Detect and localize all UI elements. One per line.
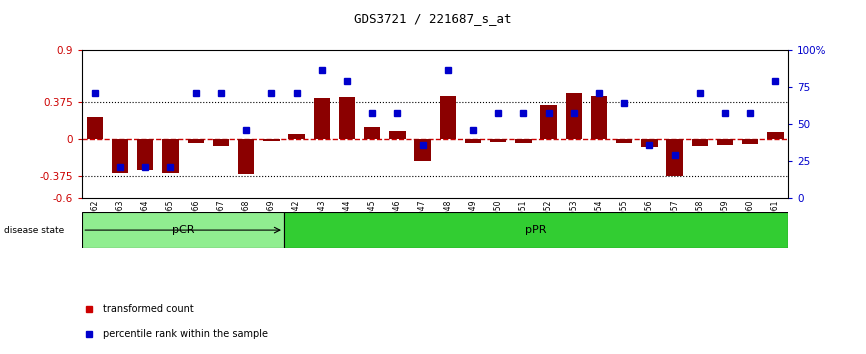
Bar [389,131,405,139]
Bar [112,139,128,173]
Bar [742,139,759,144]
Bar [717,139,734,145]
Bar [263,139,280,141]
Bar [591,96,607,139]
Text: pCR: pCR [171,225,194,235]
Bar [82,212,284,248]
Bar [414,139,430,161]
Bar [440,96,456,139]
Bar [284,212,788,248]
Text: GDS3721 / 221687_s_at: GDS3721 / 221687_s_at [354,12,512,25]
Bar [490,139,507,142]
Bar [213,139,229,146]
Bar [540,105,557,139]
Bar [616,139,632,143]
Bar [137,139,153,171]
Bar [465,139,481,143]
Text: disease state: disease state [4,225,65,235]
Text: transformed count: transformed count [103,304,194,314]
Bar [238,139,255,175]
Bar [188,139,204,143]
Bar [565,93,582,139]
Bar [667,139,682,176]
Bar [364,127,380,139]
Bar [162,139,178,173]
Bar [767,132,784,139]
Text: percentile rank within the sample: percentile rank within the sample [103,329,268,339]
Bar [288,134,305,139]
Bar [692,139,708,146]
Bar [339,97,355,139]
Bar [641,139,657,147]
Bar [313,98,330,139]
Bar [87,117,103,139]
Text: pPR: pPR [526,225,546,235]
Bar [515,139,532,143]
